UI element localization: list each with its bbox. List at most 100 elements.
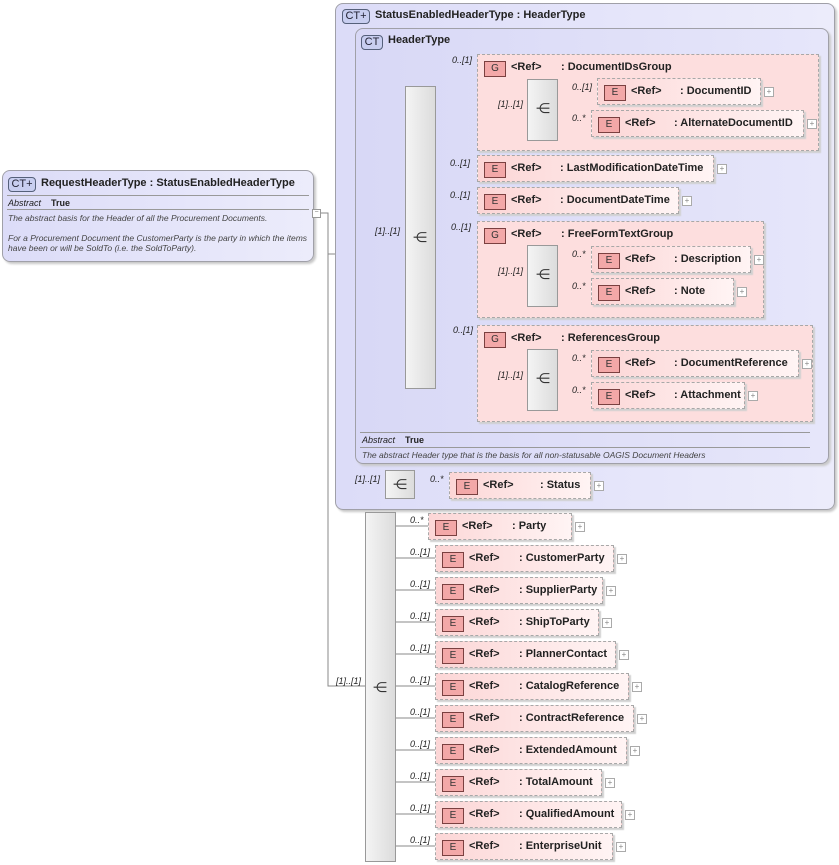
element-ref[interactable]: E <Ref>: ExtendedAmount xyxy=(435,737,627,764)
element-ref[interactable]: E <Ref>: SupplierParty xyxy=(435,577,603,604)
expand-plus-icon[interactable]: + xyxy=(764,87,774,97)
element-ref[interactable]: E <Ref>: DocumentID xyxy=(597,78,761,105)
cardinality: 0..[1] xyxy=(451,222,472,232)
status-sequence[interactable]: ⋲ xyxy=(385,470,415,499)
ref-label: <Ref> xyxy=(469,776,500,788)
element-ref[interactable]: E <Ref>: PlannerContact xyxy=(435,641,616,668)
ref-label: <Ref> xyxy=(511,61,542,73)
expand-plus-icon[interactable]: + xyxy=(802,359,812,369)
cardinality: 0..[1] xyxy=(410,675,431,685)
expand-plus-icon[interactable]: + xyxy=(748,391,758,401)
group-sequence[interactable]: ⋲ xyxy=(527,79,558,141)
expand-plus-icon[interactable]: + xyxy=(575,522,585,532)
element-name: : QualifiedAmount xyxy=(519,808,615,820)
divider xyxy=(7,195,309,196)
expand-plus-icon[interactable]: + xyxy=(637,714,647,724)
expand-plus-icon[interactable]: + xyxy=(594,481,604,491)
cardinality: 0..[1] xyxy=(450,158,471,168)
group-sequence[interactable]: ⋲ xyxy=(527,349,558,411)
sequence-icon: ⋲ xyxy=(413,229,427,245)
element-name: : EnterpriseUnit xyxy=(519,840,602,852)
request-header-type-box[interactable]: CT+ RequestHeaderType : StatusEnabledHea… xyxy=(2,170,314,262)
expand-plus-icon[interactable]: + xyxy=(807,119,817,129)
abstract-label: Abstract xyxy=(362,435,396,445)
expand-plus-icon[interactable]: + xyxy=(617,554,627,564)
group-sequence[interactable]: ⋲ xyxy=(527,245,558,307)
group-badge-icon: G xyxy=(484,228,506,244)
expand-plus-icon[interactable]: + xyxy=(737,287,747,297)
expand-plus-icon[interactable]: + xyxy=(625,810,635,820)
header-type-sequence[interactable]: ⋲ xyxy=(405,86,436,389)
collapse-minus-icon[interactable]: − xyxy=(312,209,321,218)
cardinality: 0..* xyxy=(572,249,586,259)
element-ref[interactable]: E <Ref>: Description xyxy=(591,246,751,273)
element-badge-icon: E xyxy=(442,552,464,568)
expand-plus-icon[interactable]: + xyxy=(717,164,727,174)
ref-label: <Ref> xyxy=(469,680,500,692)
ref-label: <Ref> xyxy=(469,744,500,756)
expand-plus-icon[interactable]: + xyxy=(619,650,629,660)
element-ref[interactable]: E <Ref>: DocumentReference xyxy=(591,350,799,377)
element-badge-icon: E xyxy=(598,285,620,301)
abstract-value: True xyxy=(405,435,425,445)
divider xyxy=(360,432,810,433)
element-name: : Attachment xyxy=(674,389,741,401)
group-badge-icon: G xyxy=(484,332,506,348)
element-name: : DocumentIDsGroup xyxy=(561,61,672,73)
element-badge-icon: E xyxy=(442,776,464,792)
ref-label: <Ref> xyxy=(511,332,542,344)
sequence-icon: ⋲ xyxy=(536,100,550,116)
cardinality: 0..* xyxy=(572,113,586,123)
expand-plus-icon[interactable]: + xyxy=(682,196,692,206)
element-badge-icon: E xyxy=(442,680,464,696)
expand-plus-icon[interactable]: + xyxy=(754,255,764,265)
element-ref[interactable]: E <Ref>: Note xyxy=(591,278,734,305)
sequence-icon: ⋲ xyxy=(536,370,550,386)
element-badge-icon: E xyxy=(456,479,478,495)
element-ref[interactable]: E <Ref>: CatalogReference xyxy=(435,673,629,700)
element-ref[interactable]: E <Ref>: DocumentDateTime xyxy=(477,187,679,214)
complex-type-badge-icon: CT+ xyxy=(8,177,36,192)
element-badge-icon: E xyxy=(484,162,506,178)
request-header-sequence[interactable]: ⋲ xyxy=(365,512,396,862)
element-ref[interactable]: E <Ref>: ContractReference xyxy=(435,705,634,732)
ref-label: <Ref> xyxy=(469,840,500,852)
element-ref[interactable]: E <Ref>: AlternateDocumentID xyxy=(591,110,804,137)
expand-plus-icon[interactable]: + xyxy=(606,586,616,596)
element-badge-icon: E xyxy=(484,194,506,210)
ref-label: <Ref> xyxy=(511,194,542,206)
sequence-icon: ⋲ xyxy=(373,679,387,695)
cardinality: 0..[1] xyxy=(453,325,474,335)
element-name: : LastModificationDateTime xyxy=(560,162,704,174)
element-ref[interactable]: E <Ref>: Attachment xyxy=(591,382,745,409)
ref-label: <Ref> xyxy=(469,552,500,564)
header-type-documentation: The abstract Header type that is the bas… xyxy=(362,450,706,460)
cardinality: [1]..[1] xyxy=(355,474,381,484)
status-enabled-header-type-title: StatusEnabledHeaderType : HeaderType xyxy=(375,9,586,21)
expand-plus-icon[interactable]: + xyxy=(616,842,626,852)
element-name: : ShipToParty xyxy=(519,616,590,628)
abstract-label: Abstract xyxy=(8,198,42,208)
element-ref[interactable]: E <Ref>: TotalAmount xyxy=(435,769,602,796)
cardinality: 0..* xyxy=(572,281,586,291)
expand-plus-icon[interactable]: + xyxy=(605,778,615,788)
element-ref[interactable]: E <Ref>: Status xyxy=(449,472,591,499)
element-ref[interactable]: E <Ref>: ShipToParty xyxy=(435,609,599,636)
element-ref[interactable]: E <Ref>: CustomerParty xyxy=(435,545,614,572)
expand-plus-icon[interactable]: + xyxy=(632,682,642,692)
element-ref[interactable]: E <Ref>: LastModificationDateTime xyxy=(477,155,714,182)
cardinality: [1]..[1] xyxy=(375,226,401,236)
element-ref[interactable]: E <Ref>: QualifiedAmount xyxy=(435,801,622,828)
ref-label: <Ref> xyxy=(625,285,656,297)
expand-plus-icon[interactable]: + xyxy=(602,618,612,628)
abstract-value: True xyxy=(51,198,71,208)
ref-label: <Ref> xyxy=(625,357,656,369)
complex-type-badge-icon: CT+ xyxy=(342,9,370,24)
request-header-type-title: RequestHeaderType : StatusEnabledHeaderT… xyxy=(41,177,295,189)
sequence-icon: ⋲ xyxy=(393,476,407,492)
expand-plus-icon[interactable]: + xyxy=(630,746,640,756)
element-ref[interactable]: E <Ref>: Party xyxy=(428,513,572,540)
cardinality: 0..* xyxy=(572,353,586,363)
ref-label: <Ref> xyxy=(631,85,662,97)
element-ref[interactable]: E <Ref>: EnterpriseUnit xyxy=(435,833,613,860)
